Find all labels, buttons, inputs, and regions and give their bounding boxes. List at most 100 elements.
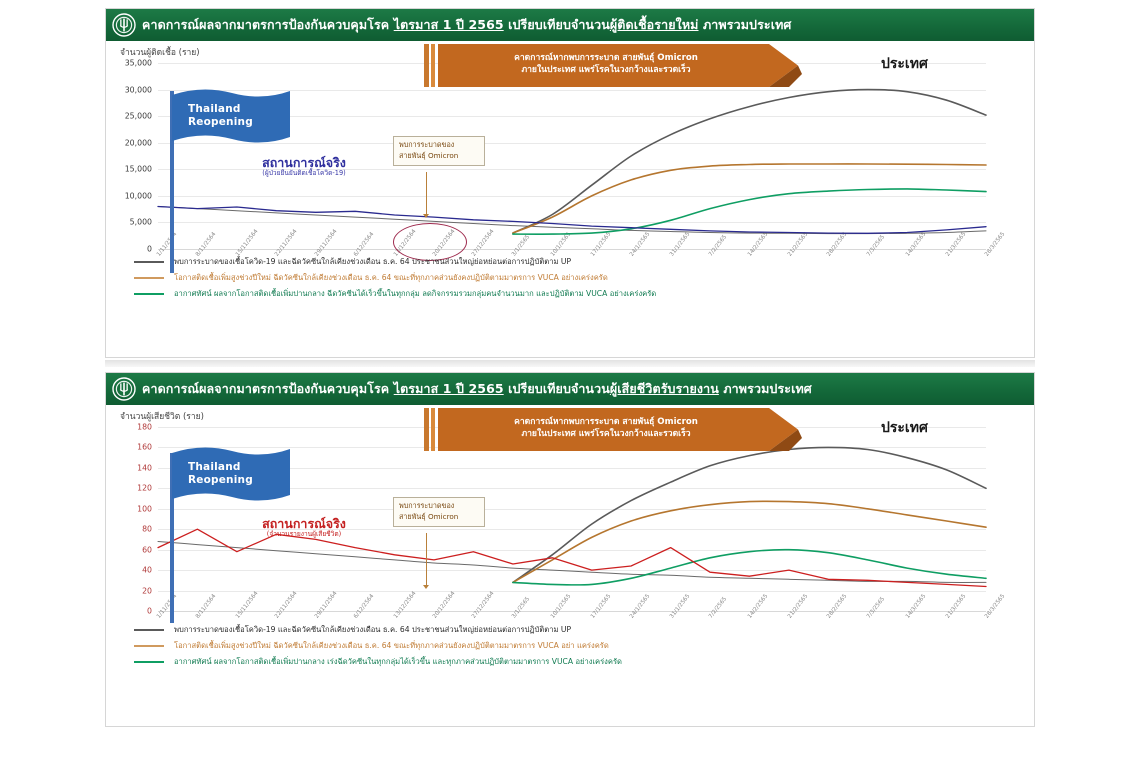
y-axis-tick: 35,000 [124,58,152,68]
ministry-of-public-health-emblem-icon [112,13,136,37]
series-line-mid [512,163,987,234]
forecast-banner-text-deaths: คาดการณ์หากพบการระบาด สายพันธุ์ Omicron … [446,416,766,441]
flag-line1: Thailand [188,103,241,115]
gridline [158,116,986,118]
banner-line2: ภายในประเทศ แพร่โรคในวงกว้างและรวดเร็ว [521,65,691,76]
legend-label-best: อากาศทัศน์ ผลจากโอกาสติดเชื้อเพิ่มปานกลา… [174,289,657,299]
header-mid: เปรียบเทียบจำนวน [503,381,610,397]
callout-line2: สายพันธุ์ Omicron [399,150,459,160]
y-axis-tick: 80 [142,524,152,534]
y-axis-tick: 0 [147,606,152,616]
gridline [158,529,986,531]
gridline [158,590,986,592]
reopening-flag-pole [170,91,174,273]
y-axis-tick: 25,000 [124,111,152,121]
reopening-flag-pole [170,453,174,623]
header-post: ภาพรวมประเทศ [698,17,792,33]
chart-slide-cases: คาดการณ์ผลจากมาตรการป้องกันควบคุมโรค ไตร… [105,8,1035,358]
gridline [158,222,986,224]
header-pre: คาดการณ์ผลจากมาตรการป้องกันควบคุมโรค [142,17,394,33]
legend-swatch-mid [134,644,164,647]
actual-situation-label-cases: สถานการณ์จริง (ผู้ป่วยยืนยันติดเชื้อโควิ… [224,155,384,178]
y-axis-tick: 40 [142,565,152,575]
legend-swatch-best [134,660,164,663]
series-line-actual [157,528,987,588]
header-mid: เปรียบเทียบจำนวน [503,17,610,33]
banner-line2: ภายในประเทศ แพร่โรคในวงกว้างและรวดเร็ว [521,429,691,440]
omicron-highlight-ellipse-cases [393,223,467,261]
callout-stem-cases [426,172,427,214]
legend-label-worst: พบการระบาดของเชื้อโควิด-19 และฉีดวัคซีนใ… [174,257,572,266]
legend-swatch-mid [134,276,164,279]
gridline [158,142,986,144]
gridline [158,570,986,572]
omicron-callout-deaths: พบการระบาดของ สายพันธุ์ Omicron [393,497,485,527]
legend-row: โอกาสติดเชื้อเพิ่มสูงช่วงปีใหม่ ฉีดวัคซี… [106,641,1034,650]
x-axis-line [158,249,986,250]
legend-deaths: พบการระบาดของเชื้อโควิด-19 และฉีดวัคซีนใ… [106,625,1034,673]
actual-situation-title: สถานการณ์จริง [262,155,346,170]
plot-area-deaths: จำนวนผู้เสียชีวิต (ราย) 0 20 40 60 80 100 120 1… [106,405,1034,726]
reopening-flag [172,89,290,151]
header-post: ภาพรวมประเทศ [718,381,812,397]
y-axis-tick: 140 [137,463,152,473]
series-line-worst [512,88,987,234]
callout-line2: สายพันธุ์ Omicron [399,511,459,521]
header-quarter: ไตรมาส 1 ปี 2565 [393,17,504,33]
flag-line1: Thailand [188,461,241,473]
gridline [158,467,986,469]
y-axis-tick: 15,000 [124,164,152,174]
y-axis-tick: 0 [147,244,152,254]
gridline [158,488,986,490]
y-axis-title-deaths: จำนวนผู้เสียชีวิต (ราย) [120,412,204,422]
legend-row: โอกาสติดเชื้อเพิ่มสูงช่วงปีใหม่ ฉีดวัคซี… [106,273,1034,282]
reopening-flag-text: Thailand Reopening [188,103,253,129]
forecast-banner-text-cases: คาดการณ์หากพบการระบาด สายพันธุ์ Omicron … [446,52,766,77]
callout-line1: พบการระบาดของ [399,501,455,510]
chart-slide-deaths: คาดการณ์ผลจากมาตรการป้องกันควบคุมโรค ไตร… [105,372,1035,727]
actual-situation-title: สถานการณ์จริง [262,516,346,531]
series-line-worst [512,446,987,584]
callout-arrowhead-cases [423,214,429,218]
gridline [158,508,986,510]
gridline [158,169,986,171]
legend-label-mid: โอกาสติดเชื้อเพิ่มสูงช่วงปีใหม่ ฉีดวัคซี… [174,641,609,651]
series-line-actual [157,205,987,234]
slide-header-cases: คาดการณ์ผลจากมาตรการป้องกันควบคุมโรค ไตร… [106,9,1034,41]
header-metric: ผู้ติดเชื้อรายใหม่ [609,17,699,33]
reopening-flag [172,447,290,509]
gridline [158,195,986,197]
legend-cases: พบการระบาดของเชื้อโควิด-19 และฉีดวัคซีนใ… [106,257,1034,305]
legend-row: อากาศทัศน์ ผลจากโอกาสติดเชื้อเพิ่มปานกลา… [106,289,1034,298]
omicron-callout-cases: พบการระบาดของ สายพันธุ์ Omicron [393,136,485,166]
banner-line1: คาดการณ์หากพบการระบาด สายพันธุ์ Omicron [514,417,698,427]
slide-header-deaths: คาดการณ์ผลจากมาตรการป้องกันควบคุมโรค ไตร… [106,373,1034,405]
actual-situation-sub: (ผู้ป่วยยืนยันติดเชื้อโควิด-19) [262,169,346,178]
legend-label-best: อากาศทัศน์ ผลจากโอกาสติดเชื้อเพิ่มปานกลา… [174,657,622,667]
slide-header-text-deaths: คาดการณ์ผลจากมาตรการป้องกันควบคุมโรค ไตร… [142,382,812,396]
legend-label-mid: โอกาสติดเชื้อเพิ่มสูงช่วงปีใหม่ ฉีดวัคซี… [174,273,608,283]
actual-situation-sub: (จำนวนรายงานผู้เสียชีวิต) [266,530,342,539]
y-axis-tick: 20,000 [124,138,152,148]
series-line-best [512,548,987,586]
gridline [158,549,986,551]
y-axis-tick: 120 [137,483,152,493]
reopening-flag-text: Thailand Reopening [188,461,253,487]
legend-swatch-worst [134,260,164,263]
y-axis-title-cases: จำนวนผู้ติดเชื้อ (ราย) [120,48,200,58]
banner-line1: คาดการณ์หากพบการระบาด สายพันธุ์ Omicron [514,53,698,63]
gridline [158,89,986,91]
ministry-of-public-health-emblem-icon [112,377,136,401]
y-axis-tick: 10,000 [124,191,152,201]
callout-line1: พบการระบาดของ [399,140,455,149]
header-quarter: ไตรมาส 1 ปี 2565 [393,381,504,397]
series-line-best [512,188,987,235]
country-label-cases: ประเทศ [881,56,928,72]
forecast-banner-deaths: คาดการณ์หากพบการระบาด สายพันธุ์ Omicron … [424,408,836,451]
y-axis-tick: 100 [137,504,152,514]
forecast-banner-cases: คาดการณ์หากพบการระบาด สายพันธุ์ Omicron … [424,44,836,87]
legend-row: พบการระบาดของเชื้อโควิด-19 และฉีดวัคซีนใ… [106,625,1034,634]
legend-swatch-best [134,292,164,295]
legend-row: อากาศทัศน์ ผลจากโอกาสติดเชื้อเพิ่มปานกลา… [106,657,1034,666]
